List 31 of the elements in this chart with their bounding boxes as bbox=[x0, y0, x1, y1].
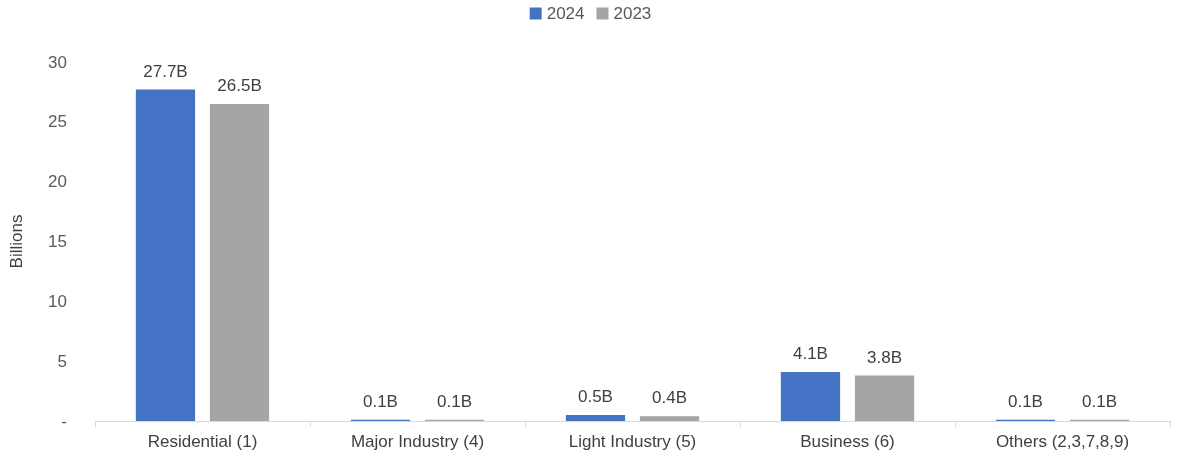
y-tick-label: 20 bbox=[48, 172, 67, 192]
data-label: 0.1B bbox=[437, 391, 473, 411]
bar bbox=[854, 375, 915, 421]
data-label: 0.4B bbox=[652, 388, 688, 408]
data-label: 4.1B bbox=[792, 343, 828, 363]
bar bbox=[565, 415, 626, 421]
data-label: 27.7B bbox=[143, 61, 188, 81]
data-label: 3.8B bbox=[867, 347, 903, 367]
bar bbox=[780, 371, 841, 421]
y-tick-label: 25 bbox=[48, 112, 67, 132]
x-tick-label: Others (2,3,7,8,9) bbox=[995, 432, 1130, 451]
data-label: 0.1B bbox=[1007, 391, 1043, 411]
legend-label: 2024 bbox=[546, 4, 585, 23]
x-tick-label: Major Industry (4) bbox=[350, 432, 485, 451]
y-tick-label: 10 bbox=[48, 291, 67, 311]
data-label: 0.5B bbox=[577, 387, 613, 407]
x-tick-label: Light Industry (5) bbox=[568, 432, 697, 451]
legend-label: 2023 bbox=[613, 4, 652, 23]
y-tick-label: 15 bbox=[48, 232, 67, 251]
data-label: 0.1B bbox=[362, 391, 398, 411]
bar bbox=[639, 416, 700, 421]
data-label: 26.5B bbox=[217, 75, 262, 95]
x-tick-label: Business (6) bbox=[800, 432, 895, 451]
y-tick-label: 5 bbox=[57, 351, 67, 371]
data-label: 0.1B bbox=[1082, 391, 1118, 411]
x-tick-label: Residential (1) bbox=[147, 432, 258, 451]
bar bbox=[209, 103, 270, 421]
bar bbox=[135, 89, 196, 421]
y-tick-label: - bbox=[61, 411, 67, 431]
y-tick-label: 30 bbox=[48, 52, 67, 72]
y-axis-title: Billions bbox=[7, 214, 26, 269]
